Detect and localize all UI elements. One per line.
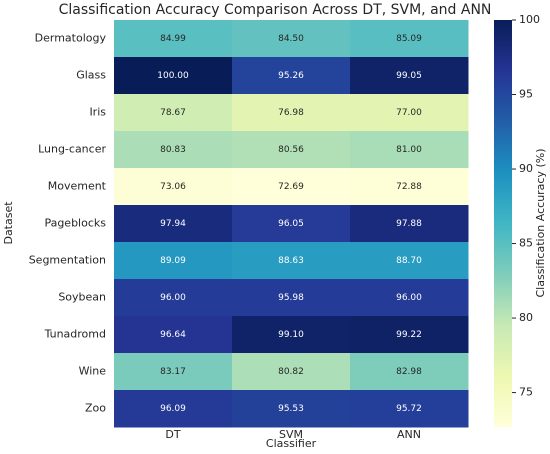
- y-tick-label: Lung-cancer: [38, 143, 106, 156]
- cell-label: 72.69: [278, 182, 304, 192]
- y-tick-label: Tunadromd: [44, 328, 106, 341]
- y-axis-label: Dataset: [2, 201, 15, 245]
- heatmap-cell: [350, 353, 469, 391]
- cell-label: 88.63: [278, 256, 304, 266]
- x-axis-label: Classifier: [266, 437, 317, 450]
- x-tick-label: SVM: [279, 428, 303, 441]
- cell-label: 80.82: [278, 367, 304, 377]
- heatmap-cell: [114, 353, 233, 391]
- cell-label: 73.06: [160, 182, 186, 192]
- heatmap-cell: [114, 242, 233, 280]
- cell-label: 83.17: [160, 367, 186, 377]
- heatmap-cell: [114, 390, 233, 428]
- y-tick-label: Zoo: [85, 402, 106, 415]
- x-tick-label: ANN: [397, 428, 421, 441]
- colorbar-label: Classification Accuracy (%): [534, 148, 547, 297]
- heatmap-cell: [232, 168, 351, 206]
- cell-label: 95.26: [278, 71, 304, 81]
- colorbar-tick-label: 95: [519, 88, 533, 101]
- colorbar-tick-label: 100: [519, 13, 540, 26]
- colorbar-tick-label: 85: [519, 237, 533, 250]
- heatmap-cell: [114, 94, 233, 132]
- cell-label: 85.09: [396, 34, 422, 44]
- heatmap-cell: [232, 242, 351, 280]
- heatmap-cell: [350, 94, 469, 132]
- cell-label: 80.56: [278, 145, 304, 155]
- heatmap-cell: [232, 390, 351, 428]
- heatmap-cell: [350, 390, 469, 428]
- cell-label: 78.67: [160, 108, 186, 118]
- heatmap-cell: [232, 131, 351, 169]
- cell-label: 80.83: [160, 145, 186, 155]
- y-tick-label: Pageblocks: [44, 217, 106, 230]
- cell-label: 81.00: [396, 145, 422, 155]
- y-tick-label: Movement: [48, 180, 107, 193]
- heatmap-cell: [232, 94, 351, 132]
- cell-label: 89.09: [160, 256, 186, 266]
- heatmap-cell: [350, 279, 469, 317]
- heatmap-cell: [350, 242, 469, 280]
- colorbar: [494, 20, 512, 427]
- cell-label: 77.00: [396, 108, 422, 118]
- x-tick-label: DT: [165, 428, 180, 441]
- heatmap-cell: [114, 279, 233, 317]
- heatmap-cell: [350, 205, 469, 243]
- cell-label: 96.05: [278, 219, 304, 229]
- y-tick-label: Iris: [89, 106, 106, 119]
- heatmap-cell: [114, 57, 233, 95]
- heatmap-cell: [114, 316, 233, 354]
- cell-label: 99.05: [396, 71, 422, 81]
- heatmap-cell: [114, 20, 233, 58]
- colorbar-tick-label: 80: [519, 311, 533, 324]
- cell-label: 95.53: [278, 404, 304, 414]
- cell-label: 76.98: [278, 108, 304, 118]
- heatmap-cell: [350, 316, 469, 354]
- y-tick-label: Segmentation: [29, 254, 106, 267]
- cell-label: 72.88: [396, 182, 422, 192]
- heatmap-cell: [350, 57, 469, 95]
- heatmap-cell: [114, 168, 233, 206]
- heatmap-cell: [232, 205, 351, 243]
- colorbar-tick-label: 90: [519, 162, 533, 175]
- cell-label: 96.64: [160, 330, 186, 340]
- heatmap-cell: [232, 20, 351, 58]
- heatmap-cell: [114, 205, 233, 243]
- heatmap-cell: [350, 131, 469, 169]
- heatmap-cell: [232, 316, 351, 354]
- cell-label: 96.00: [396, 293, 422, 303]
- cell-label: 97.94: [160, 219, 186, 229]
- cell-label: 99.22: [396, 330, 422, 340]
- y-tick-label: Soybean: [58, 291, 106, 304]
- y-tick-label: Dermatology: [35, 32, 107, 45]
- y-tick-label: Glass: [76, 69, 106, 82]
- cell-label: 88.70: [396, 256, 422, 266]
- heatmap-cell: [114, 131, 233, 169]
- cell-label: 97.88: [396, 219, 422, 229]
- colorbar-tick-label: 75: [519, 386, 533, 399]
- cell-label: 84.50: [278, 34, 304, 44]
- cell-label: 82.98: [396, 367, 422, 377]
- cell-label: 99.10: [278, 330, 304, 340]
- cell-label: 84.99: [160, 34, 186, 44]
- cell-label: 96.09: [160, 404, 186, 414]
- cell-label: 100.00: [157, 71, 189, 81]
- cell-label: 95.98: [278, 293, 304, 303]
- heatmap-cell: [232, 57, 351, 95]
- heatmap-cell: [232, 279, 351, 317]
- heatmap-cell: [350, 168, 469, 206]
- heatmap-cell: [232, 353, 351, 391]
- heatmap-cell: [350, 20, 469, 58]
- y-tick-label: Wine: [79, 365, 107, 378]
- chart-title: Classification Accuracy Comparison Acros…: [59, 2, 492, 18]
- cell-label: 95.72: [396, 404, 422, 414]
- cell-label: 96.00: [160, 293, 186, 303]
